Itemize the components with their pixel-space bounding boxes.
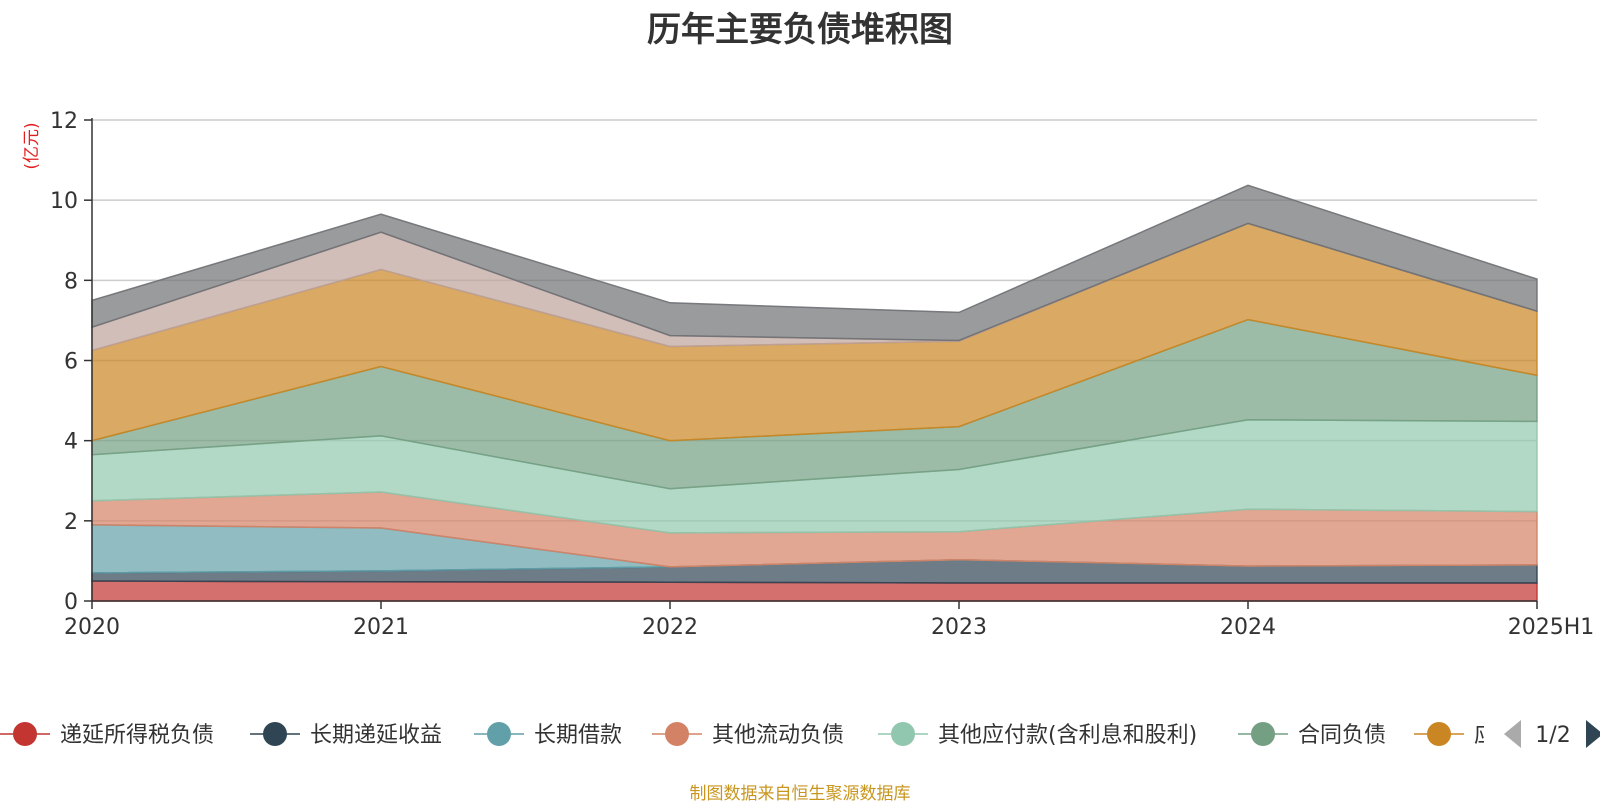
chart-title: 历年主要负债堆积图: [647, 10, 953, 50]
source-note: 制图数据来自恒生聚源数据库: [689, 784, 911, 804]
y-tick-label: 4: [64, 430, 78, 455]
x-tick-label: 2025H1: [1508, 615, 1595, 640]
y-tick-label: 12: [50, 109, 78, 134]
legend-item-3[interactable]: 其他流动负债: [652, 722, 844, 748]
legend: 递延所得税负债 长期递延收益 长期借款 其他流动负债 其他应付款(含利息和股利) 合同负债…: [0, 722, 1496, 748]
legend-prev-page-icon[interactable]: [1504, 720, 1521, 748]
legend-label: 其他流动负债: [712, 723, 844, 748]
x-tick-label: 2021: [353, 615, 409, 640]
legend-label: 应: [1474, 723, 1496, 748]
x-tick-label: 2023: [931, 615, 987, 640]
legend-marker: [1427, 722, 1451, 746]
legend-item-0[interactable]: 递延所得税负债: [0, 722, 214, 748]
y-tick-label: 0: [64, 590, 78, 615]
legend-item-1[interactable]: 长期递延收益: [250, 722, 442, 748]
y-axis-unit: (亿元): [22, 122, 42, 169]
area-series-0: [91, 580, 1538, 602]
y-tick-label: 10: [50, 189, 78, 214]
legend-page-indicator: 1/2: [1535, 723, 1570, 748]
x-tick-label: 2022: [642, 615, 698, 640]
area-series: [91, 184, 1538, 602]
legend-label: 长期借款: [534, 723, 622, 748]
legend-item-5[interactable]: 合同负债: [1238, 722, 1386, 748]
legend-marker: [13, 722, 37, 746]
legend-label: 合同负债: [1298, 723, 1386, 748]
legend-marker: [665, 722, 689, 746]
legend-label: 其他应付款(含利息和股利): [938, 723, 1197, 748]
legend-marker: [1251, 722, 1275, 746]
axes: 0 2 4 6 8 10 12 2020 2021 2022 2023 2024 2025H1 (亿元): [22, 109, 1594, 640]
legend-item-6[interactable]: 应: [1414, 722, 1496, 748]
y-tick-label: 6: [64, 350, 78, 375]
legend-label: 递延所得税负债: [60, 723, 214, 748]
legend-item-4[interactable]: 其他应付款(含利息和股利): [878, 722, 1197, 748]
y-tick-label: 2: [64, 510, 78, 535]
area-series-8: [91, 184, 1538, 342]
legend-marker: [487, 722, 511, 746]
x-tick-label: 2020: [64, 615, 120, 640]
legend-item-2[interactable]: 长期借款: [474, 722, 622, 748]
legend-label: 长期递延收益: [310, 723, 442, 748]
legend-marker: [891, 722, 915, 746]
legend-marker: [263, 722, 287, 746]
x-tick-label: 2024: [1220, 615, 1276, 640]
y-tick-label: 8: [64, 269, 78, 294]
legend-next-page-icon[interactable]: [1586, 720, 1600, 748]
legend-pager: 1/2: [1504, 720, 1600, 748]
